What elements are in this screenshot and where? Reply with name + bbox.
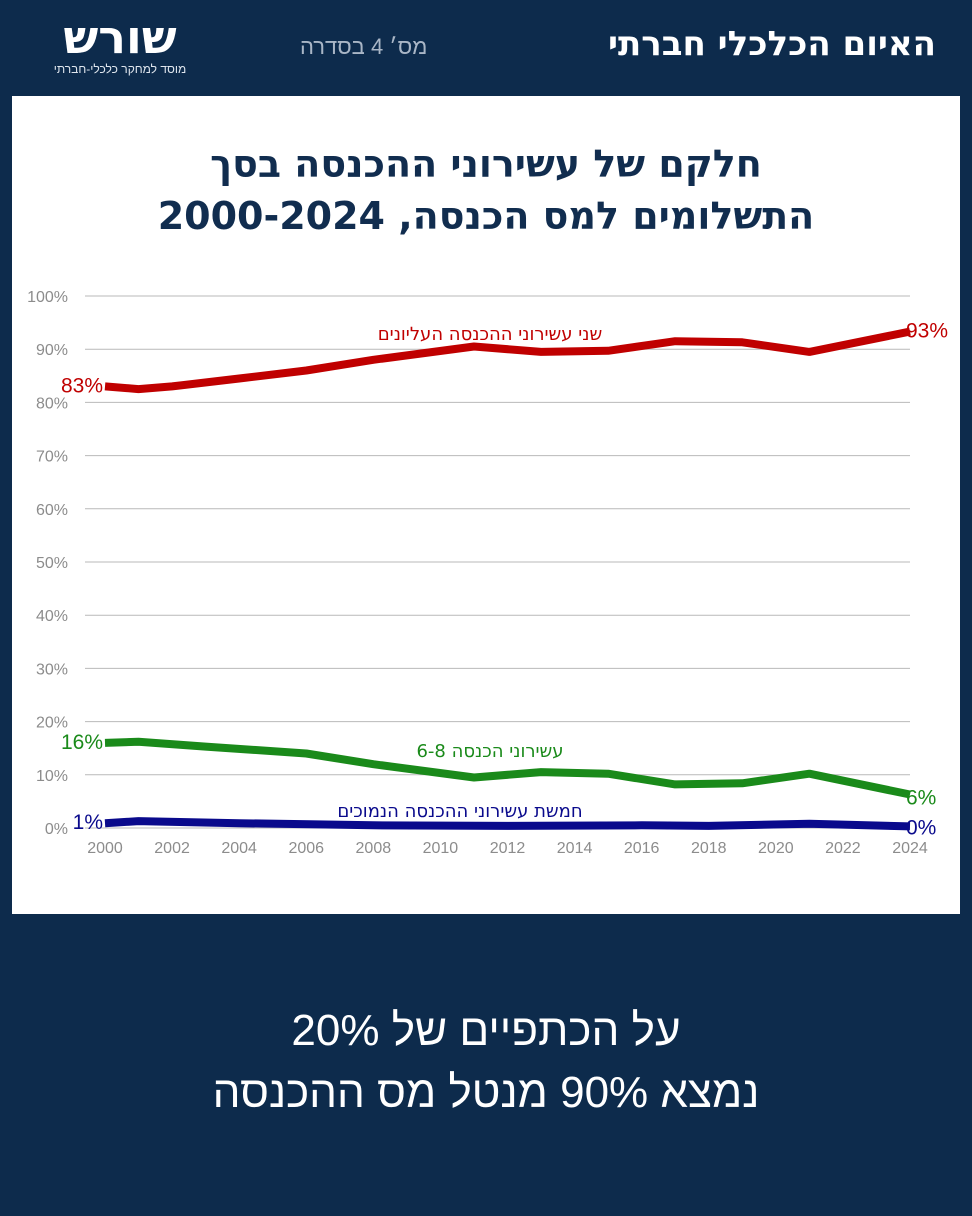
series-line <box>104 817 911 831</box>
footer-line1: על הכתפיים של 20% <box>291 1006 681 1055</box>
x-tick-label: 2016 <box>624 840 660 857</box>
y-tick-label: 50% <box>36 555 68 572</box>
x-tick-label: 2020 <box>758 840 794 857</box>
x-tick-label: 2010 <box>423 840 459 857</box>
y-tick-label: 90% <box>36 342 68 359</box>
x-tick-label: 2000 <box>87 840 123 857</box>
y-tick-label: 80% <box>36 395 68 412</box>
x-tick-label: 2022 <box>825 840 861 857</box>
y-tick-label: 20% <box>36 715 68 732</box>
x-tick-label: 2012 <box>490 840 526 857</box>
header-title: האיום הכלכלי חברתי <box>608 24 936 64</box>
header: שורש מוסד למחקר כלכלי-חברתי מס׳ 4 בסדרה … <box>0 0 972 96</box>
footer: על הכתפיים של 20% נמצא 90% מנטל מס ההכנס… <box>0 1000 972 1124</box>
logo[interactable]: שורש מוסד למחקר כלכלי-חברתי <box>40 10 200 76</box>
y-tick-label: 30% <box>36 661 68 678</box>
start-value-label: 1% <box>73 811 103 834</box>
x-tick-label: 2008 <box>356 840 392 857</box>
series-line <box>104 737 911 799</box>
y-tick-label: 10% <box>36 768 68 785</box>
line-chart: 0% 10% 20% 30% 40% 50% 60% 70% 80% 90% 100% 2000 200… <box>27 289 948 857</box>
end-value-label: 0% <box>906 816 936 839</box>
series-name-label: עשירוני הכנסה 6-8 <box>416 741 563 762</box>
x-tick-label: 2006 <box>288 840 324 857</box>
x-tick-label: 2024 <box>892 840 928 857</box>
y-tick-label: 100% <box>27 289 68 306</box>
series-line <box>104 327 911 394</box>
x-tick-label: 2004 <box>221 840 257 857</box>
series-name-label: שני עשירוני ההכנסה העליונים <box>378 324 603 345</box>
series-number: מס׳ 4 בסדרה <box>300 34 428 59</box>
y-tick-label: 60% <box>36 502 68 519</box>
series-name-label: חמשת עשירוני ההכנסה הנמוכים <box>337 801 582 822</box>
y-tick-label: 40% <box>36 608 68 625</box>
x-tick-label: 2018 <box>691 840 727 857</box>
y-tick-label: 70% <box>36 449 68 466</box>
chart-title-line2: התשלומים למס הכנסה, 2000-2024 <box>157 194 815 238</box>
end-value-label: 93% <box>906 320 948 343</box>
end-value-label: 6% <box>906 786 936 809</box>
x-tick-label: 2002 <box>154 840 190 857</box>
chart-title: חלקם של עשירוני ההכנסה בסך התשלומים למס … <box>0 138 972 242</box>
y-tick-label: 0% <box>45 821 68 838</box>
logo-subtitle: מוסד למחקר כלכלי-חברתי <box>53 62 187 76</box>
footer-line2: נמצא 90% מנטל מס ההכנסה <box>212 1068 760 1117</box>
chart-title-line1: חלקם של עשירוני ההכנסה בסך <box>210 142 762 186</box>
x-tick-label: 2014 <box>557 840 593 857</box>
logo-text: שורש <box>63 10 177 64</box>
start-value-label: 16% <box>61 731 103 754</box>
start-value-label: 83% <box>61 374 103 397</box>
